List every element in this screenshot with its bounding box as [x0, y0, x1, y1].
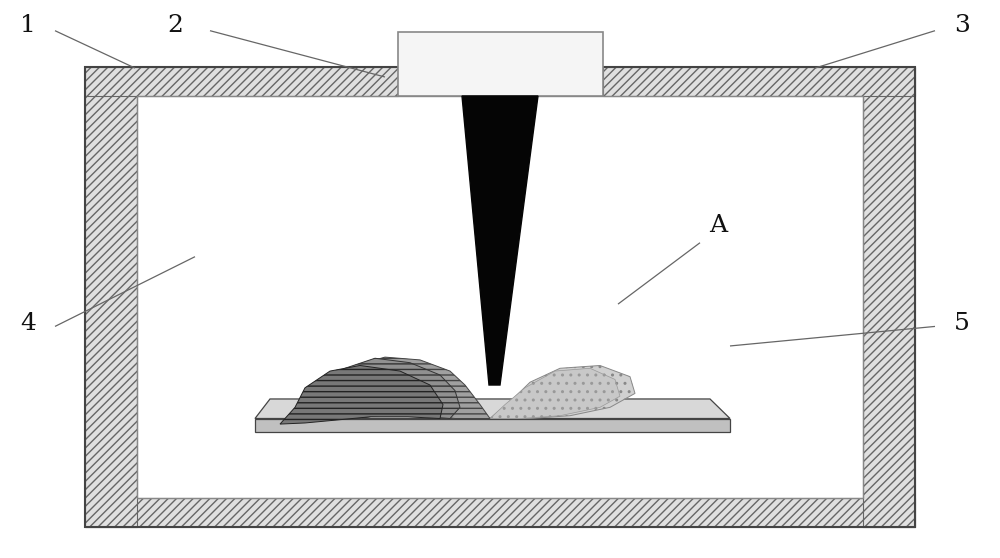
Text: 1: 1 [20, 13, 36, 37]
Bar [863, 67, 915, 527]
Bar [85, 67, 915, 527]
Bar [398, 32, 602, 96]
Text: 3: 3 [954, 13, 970, 37]
Polygon shape [490, 365, 635, 418]
Polygon shape [300, 358, 460, 421]
Bar [85, 67, 137, 527]
Text: 5: 5 [954, 312, 970, 335]
Bar [137, 96, 863, 498]
Text: 2: 2 [167, 13, 183, 37]
Polygon shape [330, 357, 490, 418]
Polygon shape [280, 365, 443, 424]
Polygon shape [490, 368, 620, 418]
Polygon shape [255, 418, 730, 432]
Bar [85, 67, 398, 96]
Polygon shape [255, 399, 730, 418]
Text: 4: 4 [20, 312, 36, 335]
Bar [602, 67, 915, 96]
Bar [85, 498, 915, 527]
Text: A: A [709, 214, 727, 238]
Polygon shape [462, 96, 538, 385]
